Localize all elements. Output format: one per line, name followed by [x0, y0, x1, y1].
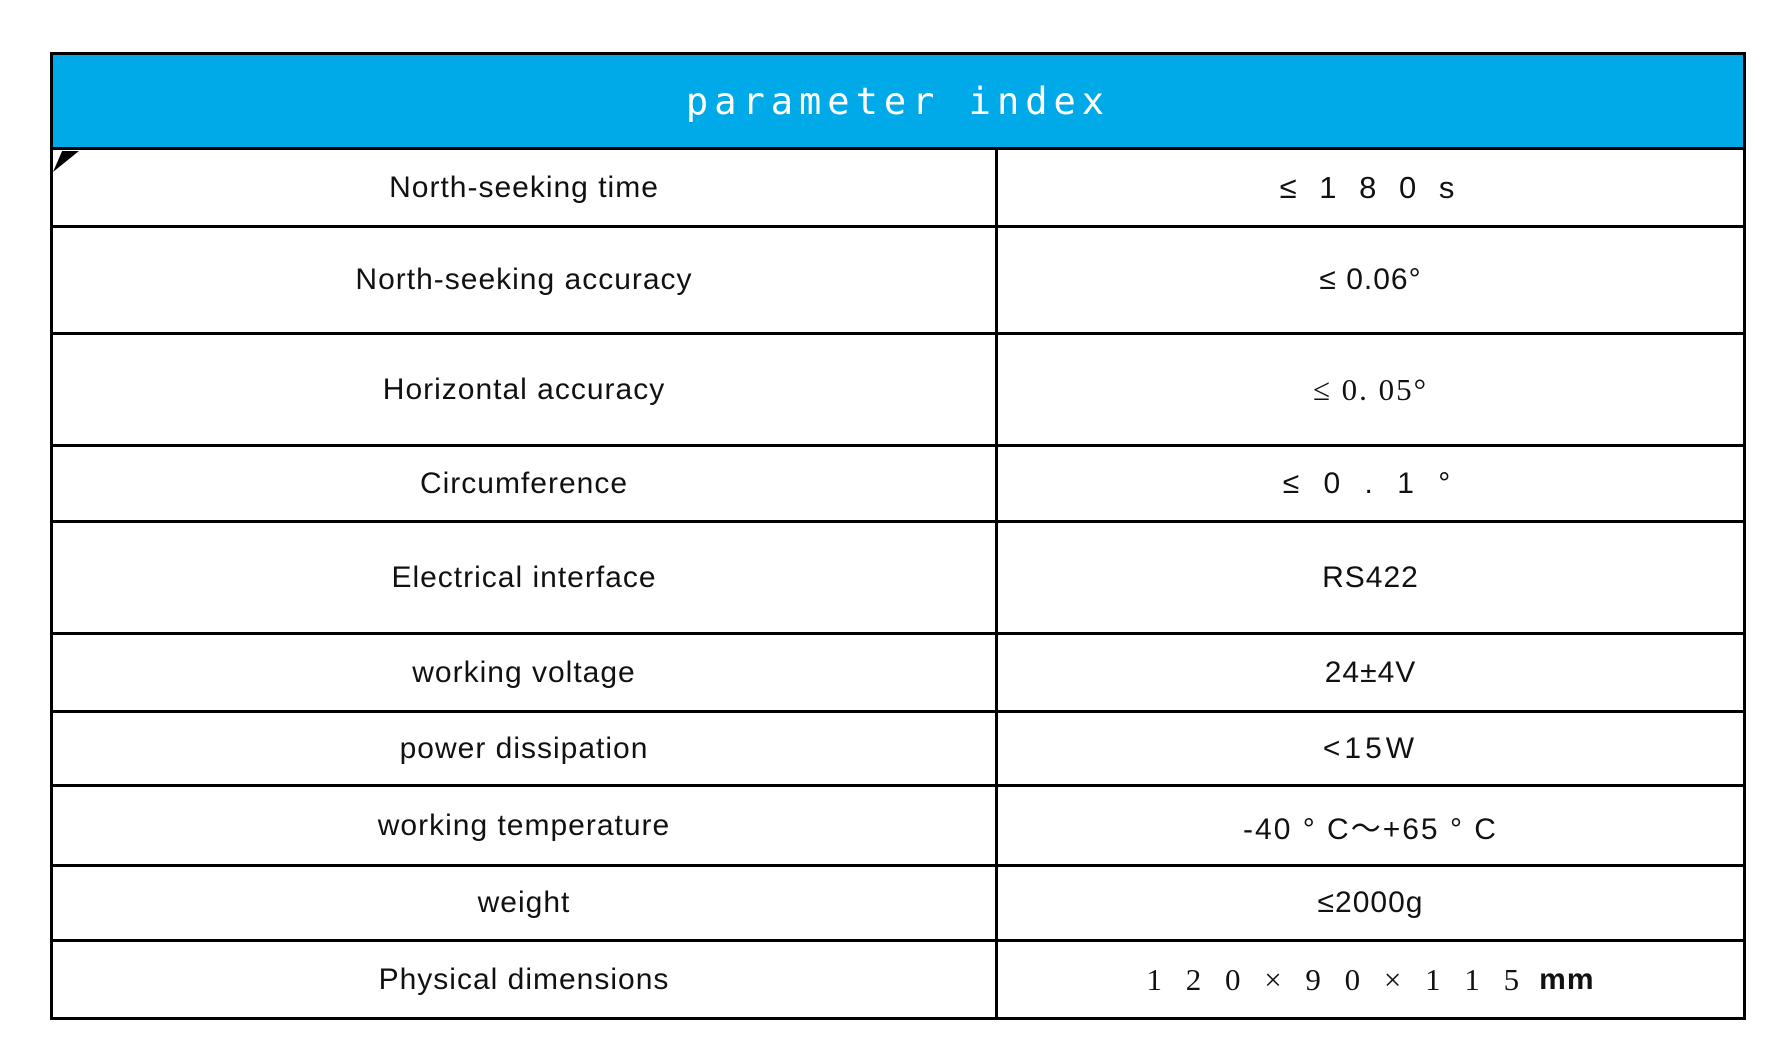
table-row: Circumference ≤ 0 . 1 ° — [53, 447, 1743, 523]
table-row: weight ≤2000g — [53, 867, 1743, 942]
table-row: Electrical interface RS422 — [53, 523, 1743, 635]
row-value: ≤ 0.06° — [998, 228, 1743, 332]
row-value: 24±4V — [998, 635, 1743, 710]
row-label: weight — [53, 867, 998, 939]
row-label: Circumference — [53, 447, 998, 520]
row-value-text: ≤ 1 8 0 s — [1279, 169, 1462, 205]
row-value: RS422 — [998, 523, 1743, 632]
row-label: Horizontal accuracy — [53, 335, 998, 444]
row-value-text: 1 2 0 × 9 0 × 1 1 5 — [1146, 961, 1528, 997]
row-label: Electrical interface — [53, 523, 998, 632]
table-row: North-seeking time ≤ 1 8 0 s — [53, 150, 1743, 228]
table-body: North-seeking time ≤ 1 8 0 s North-seeking… — [53, 150, 1743, 1017]
row-value: ≤ 0. 05° — [998, 335, 1743, 444]
row-value-text: RS422 — [1322, 560, 1419, 594]
row-label: working voltage — [53, 635, 998, 710]
table-title: parameter index — [685, 79, 1111, 123]
row-value-text: ≤ 0 . 1 ° — [1282, 466, 1459, 500]
row-value: ≤ 0 . 1 ° — [998, 447, 1743, 520]
table-row: Physical dimensions 1 2 0 × 9 0 × 1 1 5 mm — [53, 942, 1743, 1017]
table-header: parameter index — [53, 55, 1743, 150]
row-value-text: ≤ 0.06° — [1319, 263, 1422, 296]
table-row: power dissipation <15W — [53, 713, 1743, 787]
row-value-text: 24±4V — [1324, 655, 1417, 689]
row-value: ≤ 1 8 0 s — [998, 150, 1743, 225]
row-label: North-seeking accuracy — [53, 228, 998, 332]
parameter-table: parameter index North-seeking time ≤ 1 8 … — [50, 52, 1746, 1020]
table-row: Horizontal accuracy ≤ 0. 05° — [53, 335, 1743, 447]
table-row: working temperature -40 ° C～+65 ° C — [53, 787, 1743, 867]
row-value-unit: mm — [1539, 962, 1595, 996]
row-value: ≤2000g — [998, 867, 1743, 939]
row-label: working temperature — [53, 787, 998, 864]
row-label: power dissipation — [53, 713, 998, 784]
table-row: North-seeking accuracy ≤ 0.06° — [53, 228, 1743, 335]
row-value: <15W — [998, 713, 1743, 784]
row-value-text: <15W — [1322, 731, 1419, 765]
row-value-text: -40 ° C～+65 ° C — [1243, 812, 1498, 846]
row-value-text: ≤2000g — [1317, 886, 1424, 919]
row-label: North-seeking time — [53, 150, 998, 225]
row-value-text: ≤ 0. 05° — [1312, 371, 1429, 407]
row-value: 1 2 0 × 9 0 × 1 1 5 mm — [998, 942, 1743, 1017]
row-value: -40 ° C～+65 ° C — [998, 787, 1743, 864]
row-label: Physical dimensions — [53, 942, 998, 1017]
table-row: working voltage 24±4V — [53, 635, 1743, 713]
